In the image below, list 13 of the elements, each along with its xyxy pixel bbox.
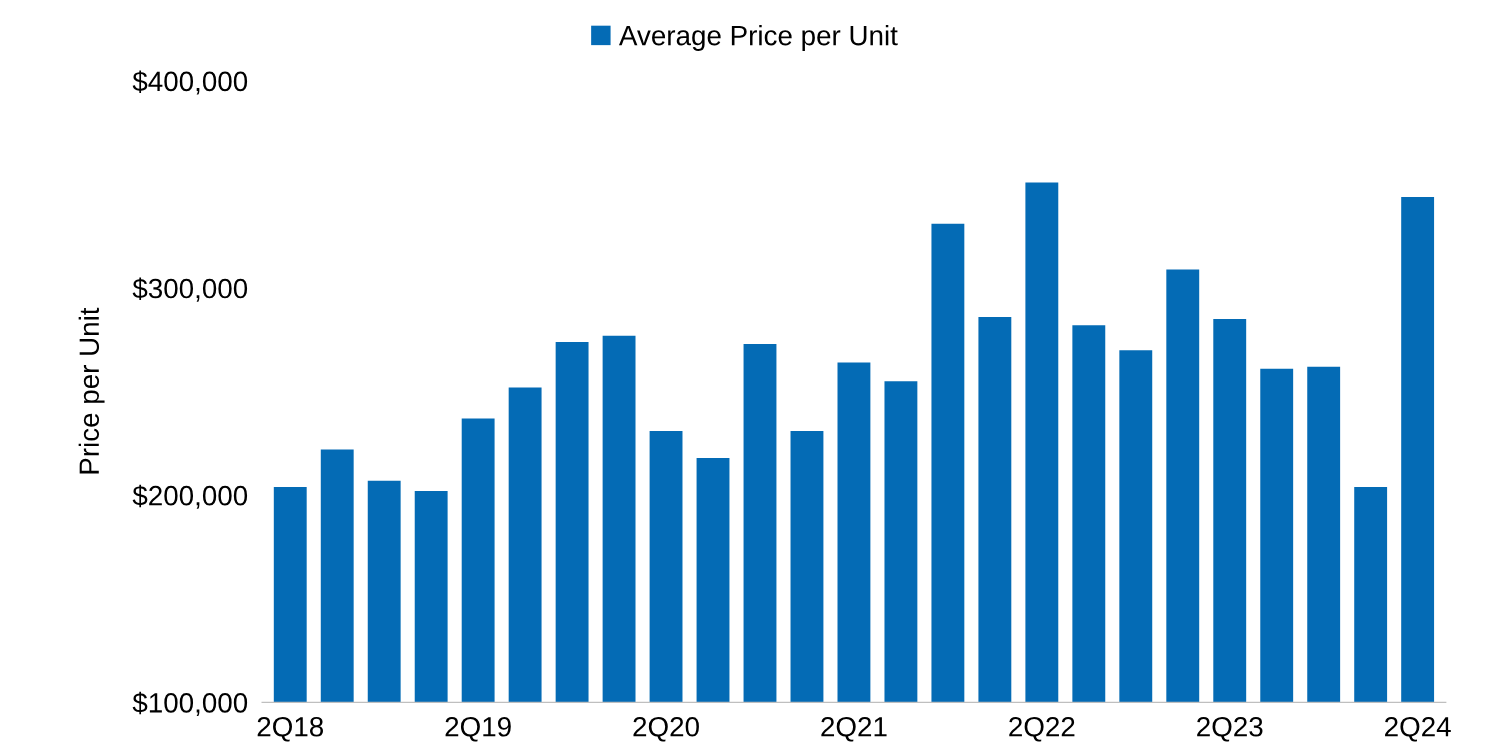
x-tick-label: 2Q24 xyxy=(1385,716,1451,742)
x-tick-label: 2Q19 xyxy=(445,716,511,742)
x-tick-label: 2Q18 xyxy=(257,716,324,742)
x-tick-label: 2Q20 xyxy=(633,716,699,742)
x-tick-label: 2Q21 xyxy=(821,716,887,742)
y-tick-label: $300,000 xyxy=(132,277,248,302)
y-tick-label: $400,000 xyxy=(132,70,248,95)
y-axis-title: Price per Unit xyxy=(78,307,105,474)
legend-label: Average Price per Unit xyxy=(618,25,898,51)
x-tick-label: 2Q23 xyxy=(1197,716,1263,742)
y-tick-label: $100,000 xyxy=(132,691,248,716)
x-tick-label: 2Q22 xyxy=(1009,716,1075,742)
y-tick-label: $200,000 xyxy=(132,484,248,509)
